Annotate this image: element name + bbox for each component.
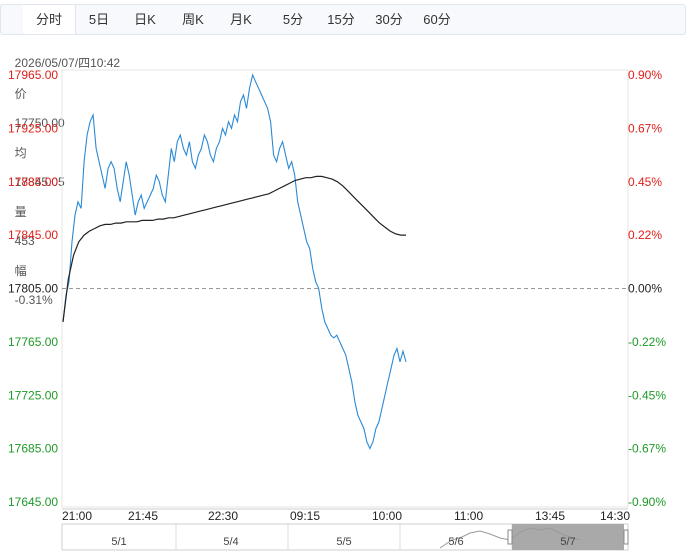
navigator-date-label: 5/4 bbox=[223, 536, 238, 548]
pct-tick-label: 0.90% bbox=[628, 68, 662, 82]
price-line bbox=[62, 73, 407, 450]
tab-6[interactable]: 15分 bbox=[327, 12, 355, 27]
y-tick-label: 17765.00 bbox=[8, 335, 58, 349]
navigator-date-label: 5/5 bbox=[336, 536, 351, 548]
tab-8[interactable]: 60分 bbox=[423, 12, 451, 27]
chart-tab-bar: 分时 5日 日K 周K 月K 5分 15分 30分 60分 bbox=[0, 4, 686, 35]
x-tick-label: 14:30 bbox=[600, 509, 630, 523]
navigator-handle-right[interactable] bbox=[623, 529, 629, 545]
avg-label: 均 bbox=[14, 146, 27, 160]
y-tick-label: 17885.00 bbox=[8, 175, 58, 189]
x-tick-label: 13:45 bbox=[535, 509, 565, 523]
navigator-date-label: 5/1 bbox=[111, 536, 126, 548]
volume-value: 453 bbox=[14, 234, 35, 248]
y-tick-label: 17725.00 bbox=[8, 388, 58, 402]
pct-tick-label: -0.22% bbox=[628, 335, 666, 349]
x-tick-label: 11:00 bbox=[454, 509, 483, 523]
y-tick-label: 17965.00 bbox=[8, 68, 58, 82]
volume-label: 量 bbox=[14, 205, 27, 219]
avg-value: 17845.05 bbox=[14, 175, 65, 189]
x-tick-label: 09:15 bbox=[290, 509, 320, 523]
tab-1[interactable]: 5日 bbox=[88, 12, 110, 27]
pct-tick-label: 0.00% bbox=[628, 282, 662, 296]
change-value: -0.31% bbox=[14, 293, 53, 307]
avg-line bbox=[62, 175, 406, 322]
y-tick-label: 17685.00 bbox=[8, 442, 58, 456]
navigator-date-label: 5/6 bbox=[448, 536, 463, 548]
x-tick-label: 10:00 bbox=[372, 509, 402, 523]
pct-tick-label: 0.45% bbox=[628, 175, 662, 189]
quote-info-bar: 2026/05/07/四10:42 价 17750.00 均 17845.05 … bbox=[8, 40, 120, 307]
tab-2[interactable]: 日K bbox=[134, 12, 156, 27]
tab-4[interactable]: 月K bbox=[230, 12, 252, 27]
y-tick-label: 17925.00 bbox=[8, 121, 58, 135]
x-tick-label: 21:00 bbox=[62, 509, 92, 523]
change-label: 幅 bbox=[14, 264, 27, 278]
tab-0[interactable]: 分时 bbox=[23, 5, 76, 34]
tab-3[interactable]: 周K bbox=[182, 12, 204, 27]
tab-5[interactable]: 5分 bbox=[282, 12, 304, 27]
x-tick-label: 22:30 bbox=[208, 509, 238, 523]
tab-7[interactable]: 30分 bbox=[375, 12, 403, 27]
price-label: 价 bbox=[14, 87, 27, 101]
navigator-date-label: 5/7 bbox=[560, 536, 575, 548]
price-value: 17750.00 bbox=[14, 116, 65, 130]
time-navigator[interactable]: 5/1 5/4 5/5 5/6 5/7 bbox=[61, 523, 629, 551]
pct-tick-label: -0.67% bbox=[628, 442, 666, 456]
pct-tick-label: 0.22% bbox=[628, 228, 662, 242]
quote-datetime: 2026/05/07/四10:42 bbox=[14, 56, 121, 70]
navigator-handle-left[interactable] bbox=[507, 529, 513, 545]
pct-tick-label: 0.67% bbox=[628, 121, 662, 135]
x-tick-label: 21:45 bbox=[128, 509, 158, 523]
pct-tick-label: -0.45% bbox=[628, 388, 666, 402]
y-tick-label: 17645.00 bbox=[8, 495, 58, 509]
y-tick-label: 17805.00 bbox=[8, 282, 58, 296]
y-tick-label: 17845.00 bbox=[8, 228, 58, 242]
pct-tick-label: -0.90% bbox=[628, 495, 666, 509]
